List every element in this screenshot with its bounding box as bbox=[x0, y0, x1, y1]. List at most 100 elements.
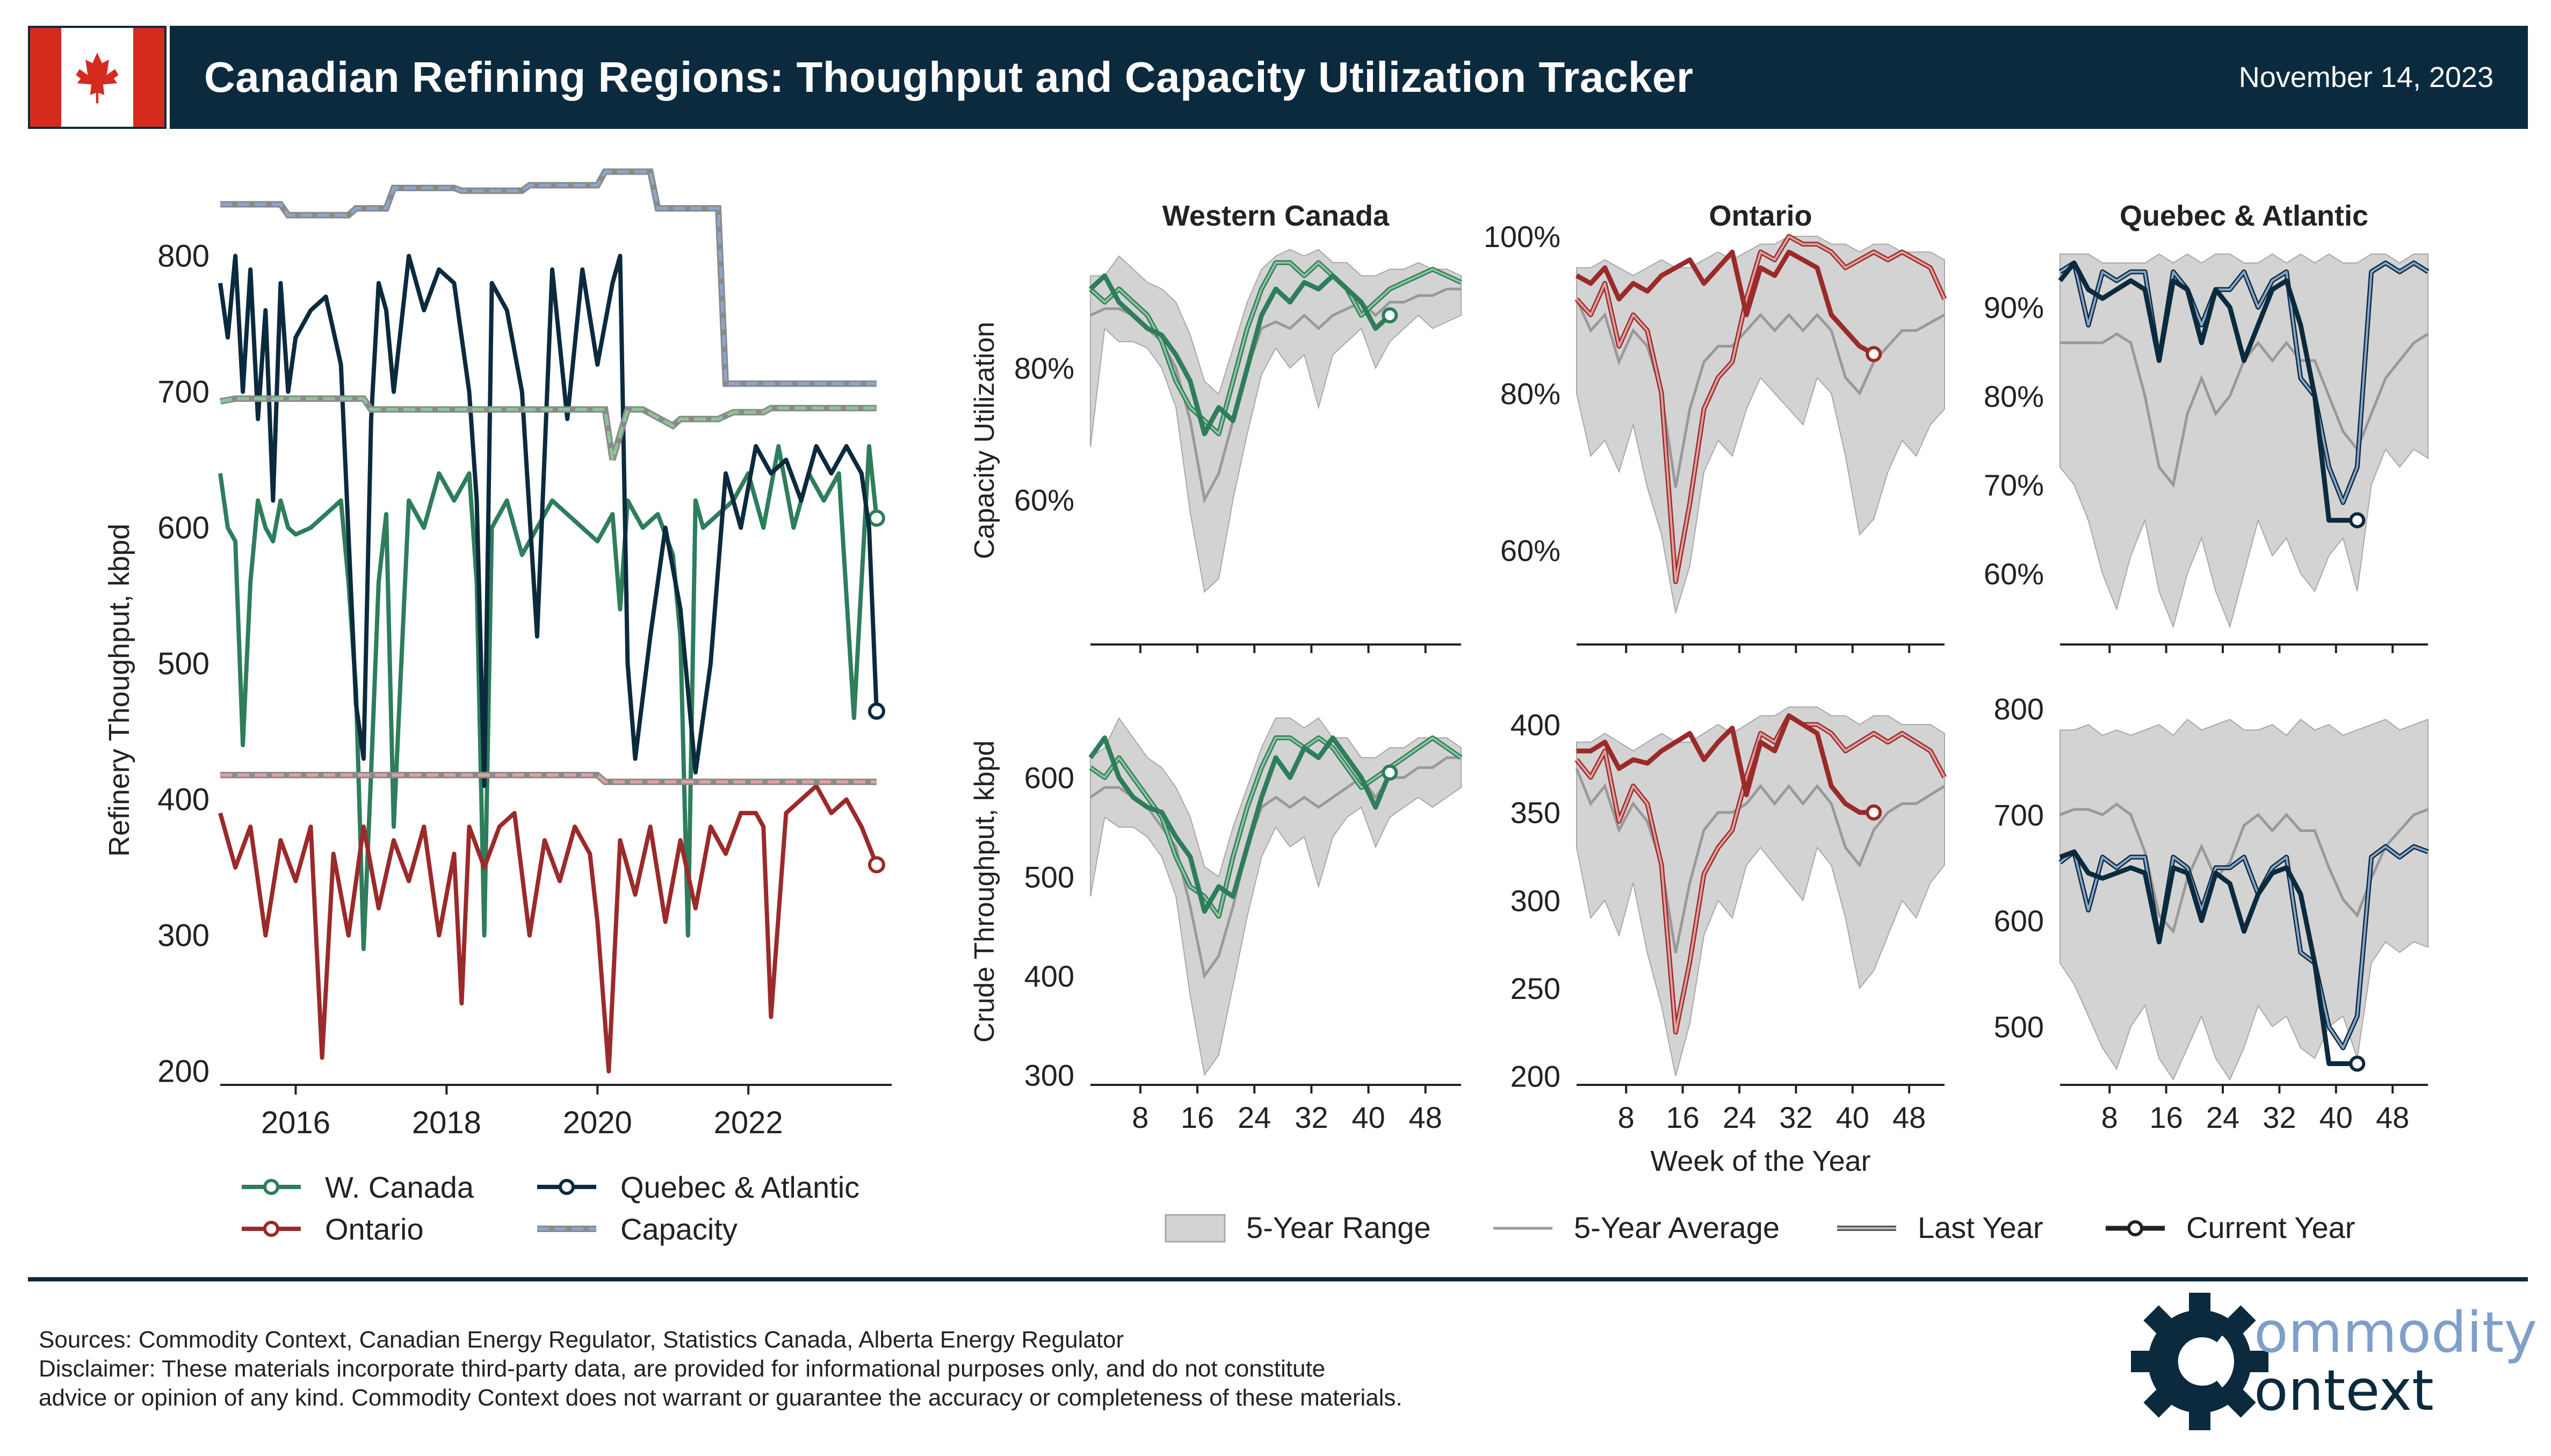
panel-x-tick-label: 8 bbox=[1132, 1100, 1148, 1134]
capacity-line bbox=[220, 397, 877, 460]
panel-y-tick-label: 500 bbox=[1024, 860, 1074, 894]
panel-y-tick-label: 250 bbox=[1511, 972, 1560, 1005]
series-line-wc bbox=[218, 444, 879, 951]
panel-x-tick-label: 40 bbox=[1352, 1100, 1385, 1134]
y-tick-label: 500 bbox=[157, 647, 209, 682]
last-year-line bbox=[2059, 845, 2429, 1049]
panel-x-tick-label: 24 bbox=[1238, 1100, 1271, 1134]
current-year-endpoint bbox=[1866, 346, 1882, 363]
panel-y-tick-label: 90% bbox=[1984, 291, 2044, 324]
capacity-line bbox=[220, 170, 877, 386]
current-year-endpoint bbox=[2349, 512, 2366, 528]
legend-label-range: 5-Year Range bbox=[1246, 1211, 1431, 1244]
maple-leaf-icon bbox=[61, 28, 133, 127]
panel-y-axis-label: Crude Throughput, kbpd bbox=[969, 741, 1000, 1043]
series-line-qa bbox=[218, 253, 879, 788]
panel-y-tick-label: 60% bbox=[1014, 483, 1074, 517]
panel-title: Ontario bbox=[1709, 200, 1812, 232]
legend-quebec-swatch-marker bbox=[559, 1179, 575, 1195]
current-year-line bbox=[1575, 249, 1875, 357]
logo-word-ommodity: ommodity bbox=[2254, 1300, 2538, 1365]
panel-y-tick-label: 300 bbox=[1511, 883, 1560, 917]
legend-ontario-swatch-marker bbox=[263, 1221, 279, 1237]
legend-label-capacity: Capacity bbox=[620, 1212, 738, 1246]
current-year-endpoint bbox=[1382, 307, 1398, 324]
panel-y-tick-label: 500 bbox=[1994, 1010, 2044, 1044]
five-year-range-band bbox=[2059, 253, 2429, 629]
five-year-range-band bbox=[1090, 249, 1462, 593]
panel-y-axis-label: Capacity Utilization bbox=[969, 322, 1000, 559]
footer-sources: Sources: Commodity Context, Canadian Ene… bbox=[39, 1327, 1124, 1353]
current-year-line bbox=[1088, 273, 1392, 437]
y-tick-label: 200 bbox=[157, 1054, 209, 1089]
y-tick-label: 700 bbox=[157, 375, 209, 410]
y-tick-label: 400 bbox=[157, 783, 209, 817]
capacity-line bbox=[220, 773, 877, 784]
five-year-range-band bbox=[2059, 719, 2429, 1081]
current-year-endpoint bbox=[1382, 764, 1398, 781]
legend-w-canada-swatch-marker bbox=[263, 1179, 279, 1195]
panel-x-tick-label: 32 bbox=[2263, 1100, 2296, 1134]
panel-y-tick-label: 600 bbox=[1024, 761, 1074, 795]
panel-x-tick-label: 40 bbox=[1836, 1100, 1869, 1134]
y-axis-label: Refinery Thoughput, kbpd bbox=[103, 524, 135, 857]
last-year-line bbox=[2059, 262, 2429, 504]
current-year-endpoint bbox=[2349, 1055, 2366, 1072]
legend-label-last-year: Last Year bbox=[1918, 1211, 2043, 1244]
panel-x-tick-label: 48 bbox=[2376, 1100, 2409, 1134]
panel-y-tick-label: 200 bbox=[1511, 1060, 1560, 1093]
panel-y-tick-label: 350 bbox=[1511, 796, 1560, 830]
flag-red-band-right bbox=[133, 28, 164, 127]
five-year-average-line bbox=[1575, 298, 1946, 488]
panel-x-tick-label: 8 bbox=[1618, 1100, 1635, 1134]
panel-y-tick-label: 600 bbox=[1994, 904, 2044, 938]
legend-label-quebec-atlantic: Quebec & Atlantic bbox=[620, 1170, 859, 1204]
panel-x-axis-label: Week of the Year bbox=[1650, 1145, 1870, 1177]
logo-word-ontext: ontext bbox=[2254, 1358, 2434, 1423]
current-year-line bbox=[2058, 260, 2358, 523]
panel-y-tick-label: 800 bbox=[1994, 692, 2044, 726]
flag-red-band-left bbox=[30, 28, 61, 127]
five-year-average-line bbox=[1089, 756, 1461, 979]
current-year-line bbox=[1577, 713, 1874, 815]
last-year-line bbox=[1089, 736, 1462, 918]
legend-label-average: 5-Year Average bbox=[1574, 1211, 1780, 1244]
footer-disclaimer-line-1: Disclaimer: These materials incorporate … bbox=[39, 1356, 1326, 1382]
panel-title: Western Canada bbox=[1162, 200, 1390, 232]
legend-range-swatch bbox=[1165, 1214, 1226, 1243]
panel-x-tick-label: 24 bbox=[1723, 1100, 1756, 1134]
panel-y-tick-label: 80% bbox=[1500, 376, 1560, 410]
canada-flag bbox=[28, 26, 167, 129]
commodity-context-logo: ommodity ontext bbox=[2127, 1289, 2537, 1434]
y-tick-label: 300 bbox=[157, 918, 209, 953]
five-year-average-line bbox=[1575, 767, 1946, 953]
legend-current-year-marker bbox=[2127, 1220, 2143, 1236]
panel-x-tick-label: 32 bbox=[1779, 1100, 1812, 1134]
panel-y-tick-label: 80% bbox=[1984, 379, 2044, 413]
series-line-on bbox=[218, 784, 879, 1074]
x-tick-label: 2020 bbox=[563, 1105, 632, 1140]
series-endpoint-wc bbox=[868, 509, 885, 527]
legend-label-w-canada: W. Canada bbox=[325, 1170, 474, 1204]
panel-x-tick-label: 16 bbox=[1666, 1100, 1699, 1134]
current-year-line bbox=[2059, 849, 2358, 1066]
panel-x-tick-label: 32 bbox=[1295, 1100, 1328, 1134]
panel-y-tick-label: 700 bbox=[1994, 798, 2044, 832]
panel-x-tick-label: 48 bbox=[1409, 1100, 1442, 1134]
five-year-range-band bbox=[1576, 236, 1945, 613]
panel-x-tick-label: 16 bbox=[2149, 1100, 2183, 1134]
current-year-endpoint bbox=[1866, 804, 1882, 821]
y-tick-label: 600 bbox=[157, 511, 209, 546]
x-tick-label: 2022 bbox=[714, 1105, 783, 1140]
panel-x-tick-label: 16 bbox=[1181, 1100, 1214, 1134]
legend-label-ontario: Ontario bbox=[325, 1212, 424, 1246]
legend-label-current-year: Current Year bbox=[2186, 1211, 2355, 1244]
panel-x-tick-label: 8 bbox=[2101, 1100, 2118, 1134]
panel-x-tick-label: 24 bbox=[2206, 1100, 2239, 1134]
y-tick-label: 800 bbox=[157, 239, 209, 274]
report-date: November 14, 2023 bbox=[2238, 61, 2494, 93]
panel-y-tick-label: 400 bbox=[1024, 959, 1074, 993]
five-year-range-band bbox=[1576, 706, 1945, 1076]
panel-x-tick-label: 40 bbox=[2319, 1100, 2353, 1134]
